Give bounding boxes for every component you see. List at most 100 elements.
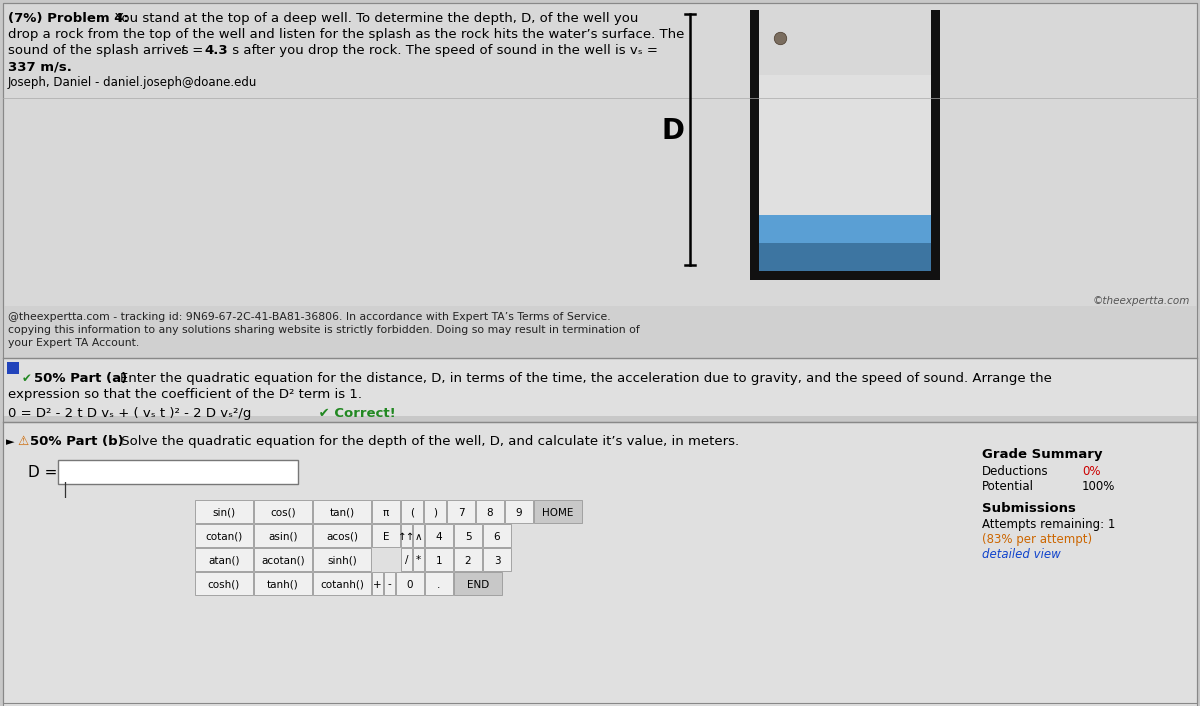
Text: t: t <box>180 44 185 57</box>
Bar <box>2 422 1198 706</box>
Bar <box>401 548 412 571</box>
Bar <box>254 572 312 595</box>
Text: 100%: 100% <box>1082 480 1115 493</box>
Text: cotanh(): cotanh() <box>320 580 364 590</box>
Bar <box>454 524 482 547</box>
Text: Solve the quadratic equation for the depth of the well, D, and calculate it’s va: Solve the quadratic equation for the dep… <box>118 435 739 448</box>
Text: =: = <box>188 44 208 57</box>
Bar <box>2 358 1198 416</box>
Text: sin(): sin() <box>212 508 235 517</box>
Text: 0%: 0% <box>1082 465 1100 478</box>
Bar <box>372 524 400 547</box>
Text: |: | <box>62 482 67 498</box>
Bar <box>7 362 19 374</box>
Text: cos(): cos() <box>270 508 296 517</box>
Bar <box>413 548 424 571</box>
Bar <box>254 548 312 571</box>
Bar <box>482 524 511 547</box>
Bar <box>396 572 424 595</box>
Bar <box>401 524 412 547</box>
Bar <box>476 500 504 523</box>
Text: E: E <box>383 532 389 542</box>
Text: ►: ► <box>6 437 14 447</box>
Text: sinh(): sinh() <box>328 556 356 566</box>
Text: 6: 6 <box>493 532 500 542</box>
Bar <box>446 500 475 523</box>
Text: (7%) Problem 4:: (7%) Problem 4: <box>8 12 128 25</box>
Text: You stand at the top of a deep well. To determine the depth, D, of the well you: You stand at the top of a deep well. To … <box>112 12 638 25</box>
Text: +: + <box>373 580 382 590</box>
Bar <box>372 572 383 595</box>
Bar <box>401 500 424 523</box>
Bar <box>2 306 1198 358</box>
Text: drop a rock from the top of the well and listen for the splash as the rock hits : drop a rock from the top of the well and… <box>8 28 684 41</box>
Text: HOME: HOME <box>542 508 574 517</box>
Bar <box>2 3 1198 308</box>
Bar <box>194 548 253 571</box>
Text: ✔ Correct!: ✔ Correct! <box>314 407 396 420</box>
Text: your Expert TA Account.: your Expert TA Account. <box>8 338 139 348</box>
Text: 7: 7 <box>457 508 464 517</box>
Text: .: . <box>437 580 440 590</box>
Text: asin(): asin() <box>269 532 298 542</box>
Bar <box>424 500 446 523</box>
Text: (: ( <box>410 508 414 517</box>
Text: 5: 5 <box>464 532 472 542</box>
Text: -: - <box>388 580 391 590</box>
Text: END: END <box>467 580 490 590</box>
Text: expression so that the coefficient of the D² term is 1.: expression so that the coefficient of th… <box>8 388 362 401</box>
Bar <box>750 10 760 280</box>
Bar <box>760 243 931 271</box>
Text: (83% per attempt): (83% per attempt) <box>982 533 1092 546</box>
Text: D =: D = <box>28 465 58 480</box>
Bar <box>425 548 454 571</box>
Text: 8: 8 <box>487 508 493 517</box>
Text: 0: 0 <box>407 580 413 590</box>
Text: 3: 3 <box>493 556 500 566</box>
Text: ©theexpertta.com: ©theexpertta.com <box>1093 296 1190 306</box>
Bar <box>931 10 940 280</box>
Bar <box>425 524 454 547</box>
Text: detailed view: detailed view <box>982 548 1061 561</box>
Text: 2: 2 <box>464 556 472 566</box>
Text: 1: 1 <box>436 556 443 566</box>
Text: 50% Part (b): 50% Part (b) <box>30 435 124 448</box>
Bar <box>534 500 582 523</box>
Text: 50% Part (a): 50% Part (a) <box>34 372 127 385</box>
Text: atan(): atan() <box>209 556 240 566</box>
Bar <box>384 572 395 595</box>
Text: 4.3: 4.3 <box>204 44 228 57</box>
Bar <box>750 271 940 280</box>
Bar <box>194 524 253 547</box>
Text: π: π <box>383 508 389 517</box>
Text: *: * <box>416 556 421 566</box>
Text: acos(): acos() <box>326 532 358 542</box>
Text: tanh(): tanh() <box>268 580 299 590</box>
Bar <box>425 572 454 595</box>
Text: /: / <box>404 556 408 566</box>
Bar <box>313 524 371 547</box>
Bar <box>760 215 931 271</box>
Bar <box>194 572 253 595</box>
Text: D: D <box>661 117 684 145</box>
Text: 9: 9 <box>516 508 522 517</box>
Bar <box>313 572 371 595</box>
Text: 337 m/s.: 337 m/s. <box>8 60 72 73</box>
Text: ): ) <box>433 508 437 517</box>
Bar <box>454 572 502 595</box>
Text: Grade Summary: Grade Summary <box>982 448 1103 461</box>
Text: Attempts remaining: 1: Attempts remaining: 1 <box>982 518 1115 531</box>
Text: Enter the quadratic equation for the distance, D, in terms of the time, the acce: Enter the quadratic equation for the dis… <box>120 372 1052 385</box>
Bar <box>760 75 931 271</box>
Text: sound of the splash arrives: sound of the splash arrives <box>8 44 193 57</box>
Bar <box>194 500 253 523</box>
Text: Deductions: Deductions <box>982 465 1049 478</box>
Bar <box>58 460 298 484</box>
Text: Potential: Potential <box>982 480 1034 493</box>
Bar <box>482 548 511 571</box>
Bar <box>313 500 371 523</box>
Text: 0 = D² - 2 t D vₛ + ( vₛ t )² - 2 D vₛ²/g: 0 = D² - 2 t D vₛ + ( vₛ t )² - 2 D vₛ²/… <box>8 407 251 420</box>
Text: ↑↑: ↑↑ <box>397 532 415 542</box>
Text: Submissions: Submissions <box>982 502 1076 515</box>
Text: s after you drop the rock. The speed of sound in the well is vₛ =: s after you drop the rock. The speed of … <box>228 44 658 57</box>
